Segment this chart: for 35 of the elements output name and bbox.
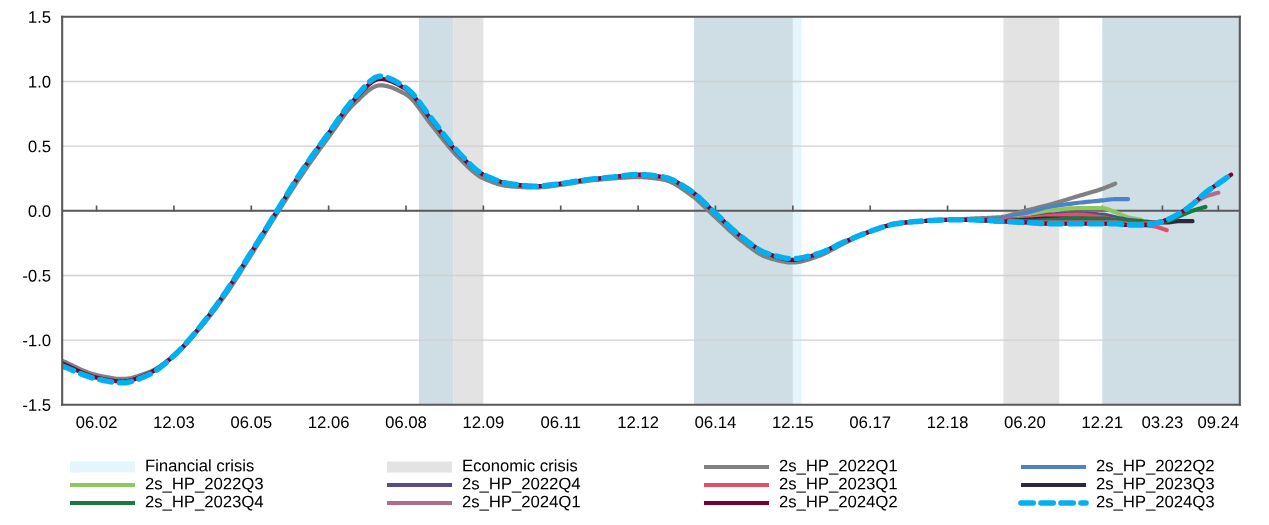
x-tick-label: 12.06: [309, 416, 349, 429]
legend-label: 2s_HP_2024Q3: [1096, 495, 1214, 511]
legend-label: 2s_HP_2024Q2: [779, 495, 897, 511]
y-tick-label: -0.5: [23, 269, 51, 282]
x-tick-label: 06.08: [385, 416, 427, 429]
x-tick-label: 12.12: [618, 416, 659, 428]
y-tick-label: -1.0: [23, 334, 51, 347]
legend-label: 2s_HP_2023Q1: [779, 477, 897, 493]
x-tick-label: 06.14: [695, 416, 736, 429]
legend-label: 2s_HP_2022Q1: [779, 459, 897, 475]
legend-label: 2s_HP_2022Q3: [145, 477, 263, 493]
y-tick-label: 1.5: [29, 11, 51, 23]
x-tick-label: 12.15: [773, 416, 813, 429]
legend-label: 2s_HP_2024Q1: [462, 495, 580, 511]
x-tick-label: 06.02: [76, 416, 117, 429]
x-tick-label: 12.18: [927, 416, 968, 429]
legend-label: 2s_HP_2022Q4: [462, 477, 581, 493]
x-tick-label: 03.23: [1142, 416, 1183, 429]
legend-label: 2s_HP_2022Q2: [1096, 459, 1214, 475]
x-tick-label: 09.24: [1198, 416, 1239, 429]
legend-label: Financial crisis: [146, 459, 254, 472]
x-tick-label: 06.05: [231, 416, 272, 429]
x-tick-label: 12.09: [463, 416, 504, 429]
y-tick-label: 1.0: [29, 75, 51, 88]
legend-label: 2s_HP_2023Q3: [1096, 477, 1214, 493]
x-tick-label: 06.20: [1004, 416, 1046, 429]
y-tick-label: -1.5: [23, 399, 51, 411]
y-tick-label: 0.0: [28, 205, 51, 217]
legend-label: 2s_HP_2023Q4: [145, 495, 264, 511]
x-tick-label: 12.03: [154, 416, 195, 429]
x-tick-label: 12.21: [1082, 416, 1123, 428]
x-tick-label: 06.17: [849, 416, 891, 429]
x-tick-label: 06.11: [541, 416, 581, 429]
y-tick-label: 0.5: [28, 140, 51, 153]
legend-label: Economic crisis: [463, 459, 578, 472]
